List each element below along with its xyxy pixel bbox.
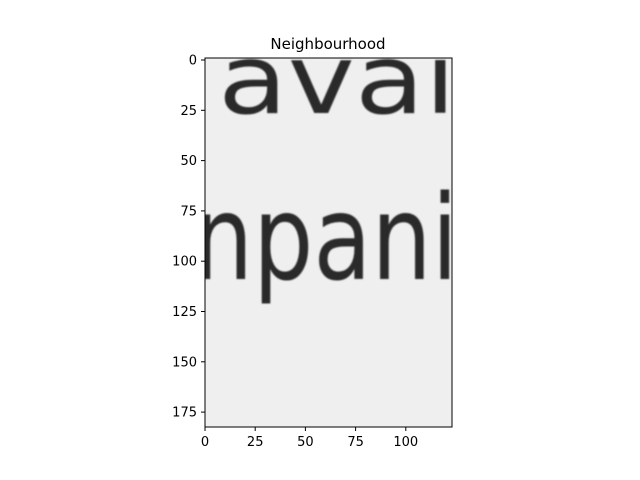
x-tick-label: 50 [297,435,314,450]
y-tick-label: 25 [180,104,197,119]
x-axis: 0 25 50 75 100 [201,427,418,450]
y-tick-label: 175 [172,406,197,421]
x-tick-label: 75 [347,435,364,450]
y-tick-label: 75 [180,204,197,219]
plot-title: Neighbourhood [270,35,385,53]
image-content: avai npani [193,24,458,307]
x-tick-label: 100 [393,435,418,450]
image-text-top: avai [218,24,456,136]
y-axis: 0 25 50 75 100 125 150 175 [172,54,205,421]
x-tick-label: 25 [247,435,264,450]
y-tick-label: 50 [180,154,197,169]
y-tick-label: 125 [172,305,197,320]
image-panel: avai npani [193,24,458,428]
y-tick-label: 0 [189,54,197,69]
y-tick-label: 150 [172,355,197,370]
x-tick-label: 0 [201,435,209,450]
image-text-bottom: npani [193,169,458,307]
y-tick-label: 100 [172,255,197,270]
image-background [205,58,452,427]
image-frame [204,57,453,428]
